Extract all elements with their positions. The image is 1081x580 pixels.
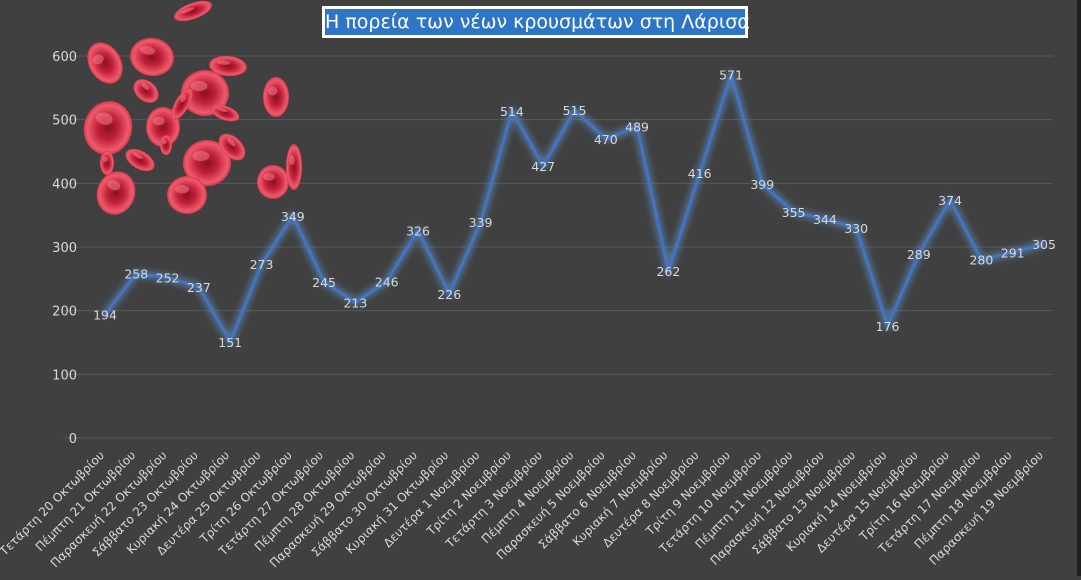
y-tick-label: 100: [52, 368, 77, 383]
y-tick-label: 600: [52, 50, 77, 65]
data-label: 252: [156, 271, 180, 286]
red-blood-cell: [263, 77, 289, 117]
blood-cells-image: [83, 0, 302, 215]
red-blood-cell: [210, 104, 240, 122]
data-label: 151: [218, 335, 242, 350]
data-label: 237: [187, 280, 211, 295]
data-label: 245: [312, 275, 336, 290]
data-label: 470: [594, 132, 618, 147]
red-blood-cell: [167, 176, 207, 214]
y-tick-label: 200: [52, 305, 77, 320]
data-label: 176: [876, 319, 900, 334]
data-label: 246: [375, 274, 399, 289]
red-blood-cell: [100, 151, 114, 175]
data-label: 571: [719, 67, 743, 82]
data-label: 280: [969, 253, 993, 268]
data-label: 416: [688, 166, 712, 181]
red-blood-cell: [87, 42, 123, 84]
data-label: 194: [93, 307, 117, 322]
red-blood-cell: [160, 135, 172, 155]
red-blood-cell: [96, 171, 136, 215]
y-tick-label: 400: [52, 177, 77, 192]
data-label: 344: [813, 212, 837, 227]
red-blood-cell: [130, 37, 174, 77]
y-tick-label: 500: [52, 114, 77, 129]
data-label: 262: [656, 264, 680, 279]
y-tick-label: 300: [52, 241, 77, 256]
data-label: 213: [343, 295, 367, 310]
series-line: [102, 71, 1045, 346]
data-labels: 194 258 252 237 151 273 349 245 213 246 326 226 339 5…: [93, 67, 1056, 349]
x-tick-label: Παρασκευή 22 Οκτωβρίου: [48, 448, 170, 570]
red-blood-cell: [133, 79, 159, 103]
red-blood-cell: [257, 165, 289, 199]
y-axis-ticks: 0 100 200 300 400 500 600: [52, 50, 77, 447]
data-label: 291: [1001, 246, 1025, 261]
data-label: 349: [281, 209, 305, 224]
data-label: 374: [938, 193, 962, 208]
data-label: 273: [250, 257, 274, 272]
red-blood-cell: [183, 140, 231, 186]
red-blood-cell: [171, 88, 193, 120]
data-label: 355: [782, 205, 806, 220]
series-line-path: [103, 73, 1045, 344]
y-tick-label: 0: [69, 432, 77, 447]
data-label: 226: [437, 287, 461, 302]
data-label: 258: [124, 267, 148, 282]
chart-title: Η πορεία των νέων κρουσμάτων στη Λάρισα: [322, 6, 750, 38]
data-label: 489: [625, 120, 649, 135]
data-label: 305: [1032, 237, 1056, 252]
data-label: 330: [844, 221, 868, 236]
data-label: 514: [500, 104, 524, 119]
data-label: 399: [750, 177, 774, 192]
red-blood-cell: [209, 55, 247, 77]
red-blood-cell: [181, 70, 229, 116]
data-label: 339: [469, 215, 493, 230]
data-label: 289: [907, 247, 931, 262]
data-label: 515: [563, 103, 587, 118]
red-blood-cell: [218, 133, 246, 161]
red-blood-cell: [174, 0, 212, 22]
red-blood-cell: [83, 101, 133, 155]
data-label: 427: [531, 159, 555, 174]
data-label: 326: [406, 223, 430, 238]
red-blood-cell: [286, 144, 302, 190]
red-blood-cell: [125, 148, 155, 172]
